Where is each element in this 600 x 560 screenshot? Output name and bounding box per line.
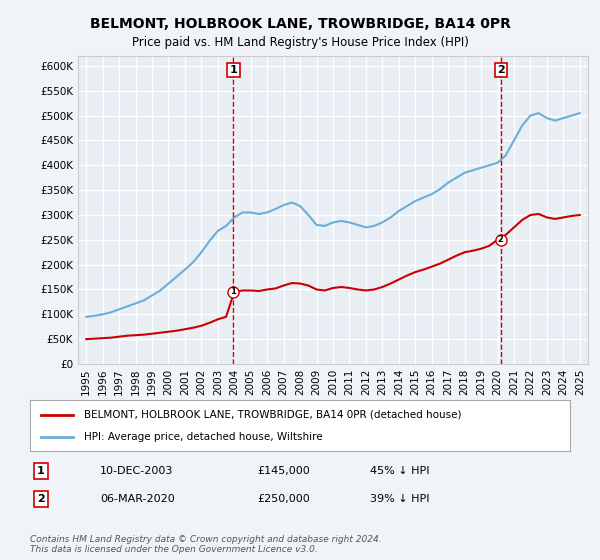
Text: 39% ↓ HPI: 39% ↓ HPI [370, 494, 430, 504]
Text: 06-MAR-2020: 06-MAR-2020 [100, 494, 175, 504]
Text: BELMONT, HOLBROOK LANE, TROWBRIDGE, BA14 0PR (detached house): BELMONT, HOLBROOK LANE, TROWBRIDGE, BA14… [84, 409, 461, 419]
Text: £250,000: £250,000 [257, 494, 310, 504]
Text: BELMONT, HOLBROOK LANE, TROWBRIDGE, BA14 0PR: BELMONT, HOLBROOK LANE, TROWBRIDGE, BA14… [89, 17, 511, 31]
Text: Contains HM Land Registry data © Crown copyright and database right 2024.
This d: Contains HM Land Registry data © Crown c… [30, 535, 382, 554]
Text: 2: 2 [37, 494, 44, 504]
Text: 1: 1 [230, 66, 238, 75]
Text: 1: 1 [37, 466, 44, 476]
Text: 2: 2 [497, 66, 505, 75]
Text: HPI: Average price, detached house, Wiltshire: HPI: Average price, detached house, Wilt… [84, 432, 323, 442]
Text: Price paid vs. HM Land Registry's House Price Index (HPI): Price paid vs. HM Land Registry's House … [131, 36, 469, 49]
Text: 2: 2 [498, 235, 504, 244]
Text: 10-DEC-2003: 10-DEC-2003 [100, 466, 173, 476]
Text: £145,000: £145,000 [257, 466, 310, 476]
Text: 1: 1 [230, 287, 236, 296]
Text: 45% ↓ HPI: 45% ↓ HPI [370, 466, 430, 476]
